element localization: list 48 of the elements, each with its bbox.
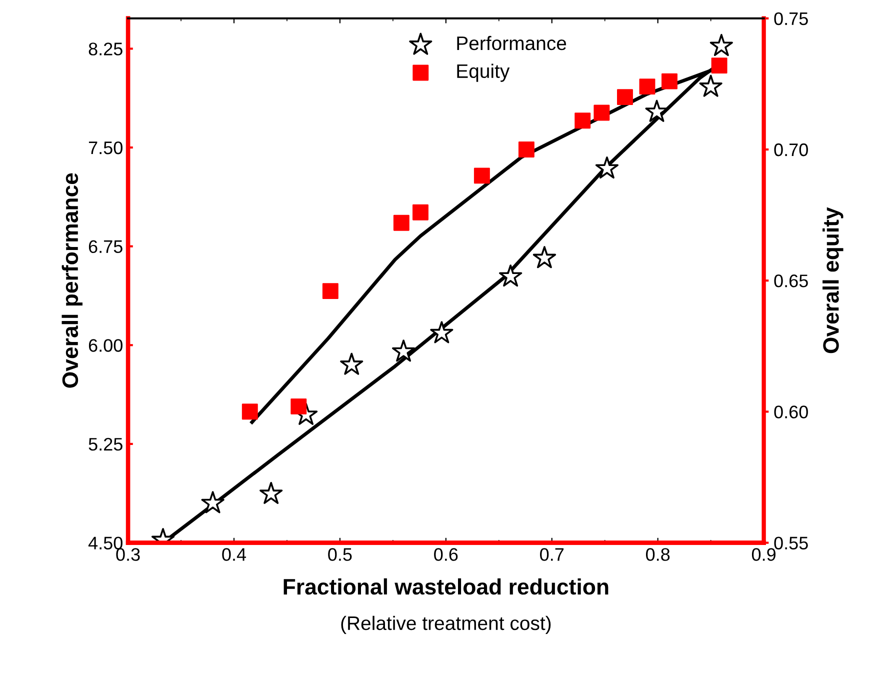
text: (Relative treatment cost): [341, 616, 551, 634]
point: [322, 283, 338, 300]
y2-tick-label: 0.70: [774, 143, 808, 156]
point: [595, 156, 619, 179]
x-tick-label: 0.7: [540, 548, 564, 561]
y-tick-label: 4.50: [88, 536, 122, 550]
point: [260, 482, 283, 504]
x-tick-label: 0.3: [116, 548, 140, 561]
point: [699, 74, 722, 97]
point: [340, 352, 364, 375]
x-tick-label: 0.4: [222, 548, 246, 561]
point: [290, 398, 307, 414]
y-tick-label: 6.00: [88, 339, 122, 352]
x-axis-title: Fractional wasteload reduction: [284, 578, 608, 595]
point: [392, 340, 416, 362]
point: [242, 404, 258, 420]
point: [474, 168, 490, 184]
point: [498, 264, 522, 287]
point: [518, 142, 534, 158]
y2-tick-label: 0.75: [774, 12, 808, 26]
x-tick-label: 0.9: [752, 548, 776, 561]
y-tick-label: 6.75: [88, 240, 122, 254]
y2-tick-label: 0.65: [774, 274, 808, 288]
point: [393, 214, 410, 231]
point: [532, 246, 556, 268]
point: [645, 100, 668, 122]
y2-axis-title: Overall equity: [822, 207, 844, 354]
x-tick-label: 0.8: [646, 548, 670, 561]
x-tick-label: 0.6: [434, 548, 458, 561]
point: [662, 73, 678, 90]
y2-tick-label: 0.60: [774, 406, 808, 418]
point: [617, 89, 633, 106]
point: [639, 78, 656, 95]
y2-tick-label: 0.55: [774, 536, 808, 550]
y-tick-label: 7.50: [88, 141, 122, 154]
point: [412, 204, 428, 220]
point: [201, 491, 224, 514]
y-tick-label: 5.25: [88, 438, 122, 451]
y-tick-label: 8.25: [88, 42, 122, 56]
legend-label: Performance: [457, 36, 566, 50]
point: [711, 58, 728, 74]
point: [574, 112, 591, 129]
point: [710, 34, 733, 56]
x-tick-label: 0.5: [328, 548, 352, 561]
legend-label: Equity: [457, 64, 510, 82]
point: [430, 321, 454, 344]
point: [594, 104, 610, 121]
y-axis-title: Overall performance: [62, 173, 82, 388]
